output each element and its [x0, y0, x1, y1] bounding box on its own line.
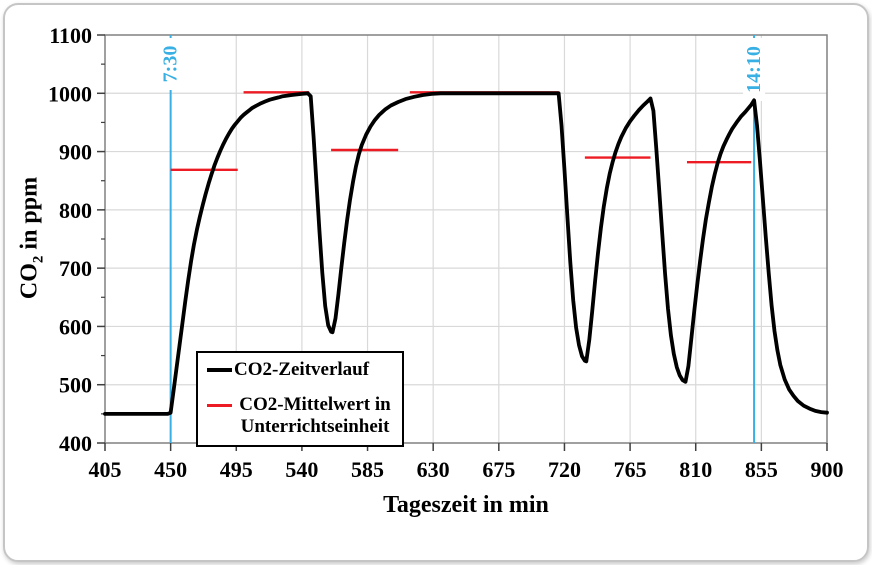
y-tick-label: 800 [59, 198, 92, 223]
y-axis-title-sub: 2 [30, 255, 47, 264]
legend-swatch-black-line [207, 368, 232, 372]
co2-series-path [103, 91, 829, 416]
x-tick-label: 855 [745, 457, 778, 482]
x-tick-label: 720 [548, 457, 581, 482]
x-tick-label: 630 [417, 457, 450, 482]
legend-item-zeitverlauf: CO2-Zeitverlauf [207, 359, 396, 381]
x-tick-label: 900 [811, 457, 844, 482]
y-tick-label: 600 [59, 314, 92, 339]
legend-label-mittelwert-line1: CO2-Mittelwert in [239, 394, 391, 415]
x-axis-title: Tageszeit in min [383, 492, 549, 518]
x-tick-label: 495 [220, 457, 253, 482]
y-tick-label: 700 [59, 256, 92, 281]
legend-box: CO2-Zeitverlauf CO2-Mittelwert in Unterri… [196, 351, 404, 447]
legend-swatch-red-line [207, 404, 232, 407]
y-axis-title-post: in ppm [16, 176, 43, 256]
y-tick-label: 500 [59, 373, 92, 398]
x-tick-label: 405 [89, 457, 122, 482]
legend-label-mittelwert: CO2-Mittelwert in Unterrichtseinheit [234, 394, 396, 438]
x-tick-label: 765 [614, 457, 647, 482]
y-axis-title-pre: CO [16, 263, 43, 300]
time-marker-label: 14:10 [743, 46, 765, 93]
y-tick-label: 400 [59, 431, 92, 456]
y-tick-label: 900 [59, 140, 92, 165]
time-marker-label: 7:30 [160, 46, 182, 83]
x-tick-label: 810 [679, 457, 712, 482]
legend-item-mittelwert: CO2-Mittelwert in Unterrichtseinheit [207, 394, 396, 438]
x-tick-label: 450 [154, 457, 187, 482]
x-tick-label: 585 [351, 457, 384, 482]
time-marker-label-bg [159, 38, 182, 90]
legend-label-mittelwert-line2: Unterrichtseinheit [240, 416, 390, 437]
y-tick-label: 1100 [49, 23, 92, 48]
y-axis-title: CO2 in ppm [16, 176, 47, 300]
time-marker-label-bg [743, 38, 766, 101]
x-tick-label: 540 [285, 457, 318, 482]
x-tick-label: 675 [482, 457, 515, 482]
y-tick-label: 1000 [48, 81, 92, 106]
legend-label-zeitverlauf: CO2-Zeitverlauf [234, 359, 370, 380]
